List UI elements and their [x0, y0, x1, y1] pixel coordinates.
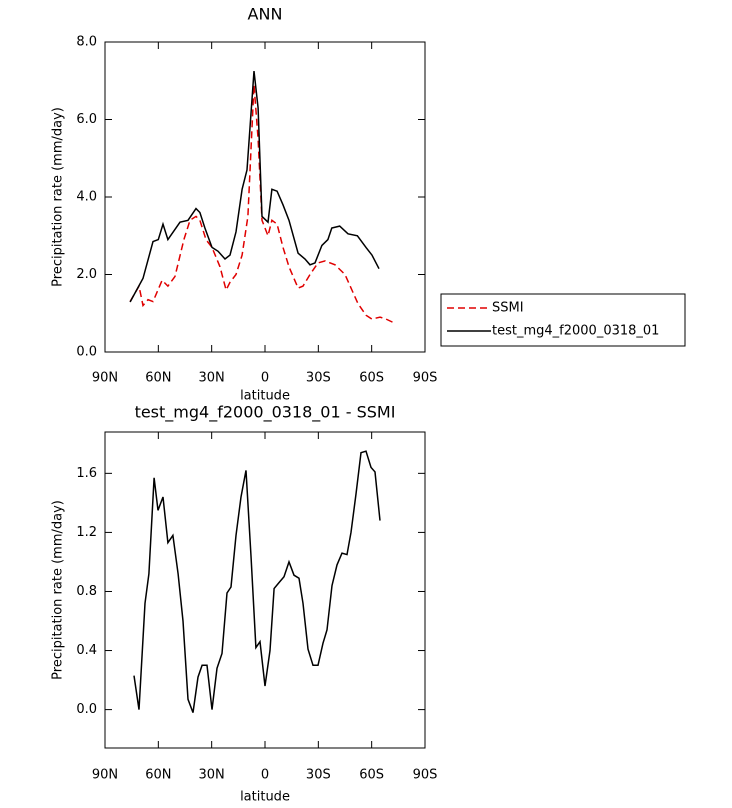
x-tick-label: 30N [199, 768, 225, 783]
x-tick-label: 30S [306, 768, 331, 783]
y-tick-label: 8.0 [76, 35, 97, 50]
x-tick-label: 90N [92, 371, 118, 386]
x-tick-label: 90S [413, 371, 438, 386]
y-tick-label: 2.0 [76, 267, 97, 282]
y-axis-label: Precipitation rate (mm/day) [51, 107, 66, 287]
y-tick-label: 0.8 [76, 584, 97, 599]
legend-box [440, 293, 686, 347]
chart-title: test_mg4_f2000_0318_01 - SSMI [135, 403, 396, 423]
plot-frame [104, 41, 426, 353]
x-tick-label: 30S [306, 371, 331, 386]
x-tick-label: 60N [145, 371, 171, 386]
y-axis-label: Precipitation rate (mm/day) [51, 500, 66, 680]
x-tick-label: 0 [261, 768, 269, 783]
data-line [133, 450, 381, 713]
y-tick-label: 1.6 [76, 466, 97, 481]
x-tick-label: 30N [199, 371, 225, 386]
x-tick-label: 60S [359, 768, 384, 783]
x-tick-label: 60N [145, 768, 171, 783]
x-axis-label: latitude [240, 389, 290, 404]
y-tick-label: 4.0 [76, 190, 97, 205]
legend-label: SSMI [492, 301, 524, 316]
x-tick-label: 0 [261, 371, 269, 386]
y-tick-label: 6.0 [76, 112, 97, 127]
chart-title: ANN [248, 5, 283, 24]
data-line [129, 71, 380, 303]
y-tick-label: 0.0 [76, 345, 97, 360]
legend-label: test_mg4_f2000_0318_01 [492, 324, 659, 339]
plot-frame [104, 431, 426, 749]
data-line [129, 84, 395, 324]
x-tick-label: 90N [92, 768, 118, 783]
x-tick-label: 90S [413, 768, 438, 783]
y-tick-label: 1.2 [76, 525, 97, 540]
y-tick-label: 0.0 [76, 702, 97, 717]
y-tick-label: 0.4 [76, 643, 97, 658]
x-tick-label: 60S [359, 371, 384, 386]
x-axis-label: latitude [240, 790, 290, 805]
